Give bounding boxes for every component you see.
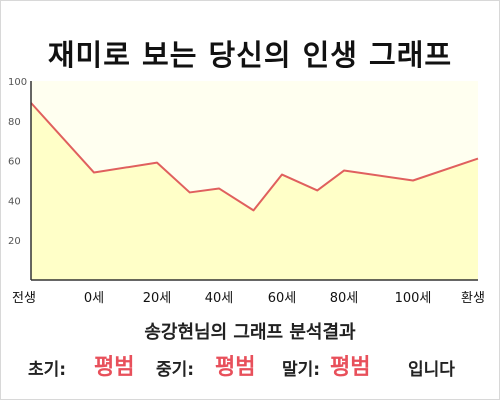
early-label: 초기: <box>28 360 67 380</box>
y-tick-label: 100 <box>8 77 27 88</box>
series-area <box>31 102 478 280</box>
series-line <box>30 102 479 212</box>
y-tick-label: 60 <box>8 157 21 168</box>
y-tick-label: 40 <box>8 196 21 207</box>
late-value: 평범 <box>330 355 371 380</box>
x-tick-label: 80세 <box>330 291 359 306</box>
x-tick-label: 40세 <box>205 291 234 306</box>
x-tick-label: 20세 <box>143 291 172 306</box>
x-tick-label: 100세 <box>395 291 432 306</box>
x-tick-label: 60세 <box>268 291 297 306</box>
page-title: 재미로 보는 당신의 인생 그래프 <box>47 38 453 72</box>
middle-value: 평범 <box>215 355 256 380</box>
y-tick-labels: 20 40 60 80 100 <box>8 77 27 247</box>
analysis-summary: 송강현님의 그래프 분석결과 <box>144 322 356 343</box>
late-label: 말기: <box>282 360 321 380</box>
x-tick-label: 환생 <box>461 291 485 306</box>
middle-label: 중기: <box>156 360 195 380</box>
result-suffix: 입니다 <box>408 360 455 380</box>
analysis-results: 초기: 평범 중기: 평범 말기: 평범 입니다 <box>0 343 500 383</box>
early-value: 평범 <box>94 355 135 380</box>
x-tick-label: 0세 <box>84 291 104 306</box>
y-tick-label: 80 <box>8 117 21 128</box>
x-tick-label: 전생 <box>12 291 36 306</box>
y-tick-label: 20 <box>8 236 21 247</box>
x-tick-labels: 전생 0세 20세 40세 60세 80세 100세 환생 <box>12 291 485 306</box>
